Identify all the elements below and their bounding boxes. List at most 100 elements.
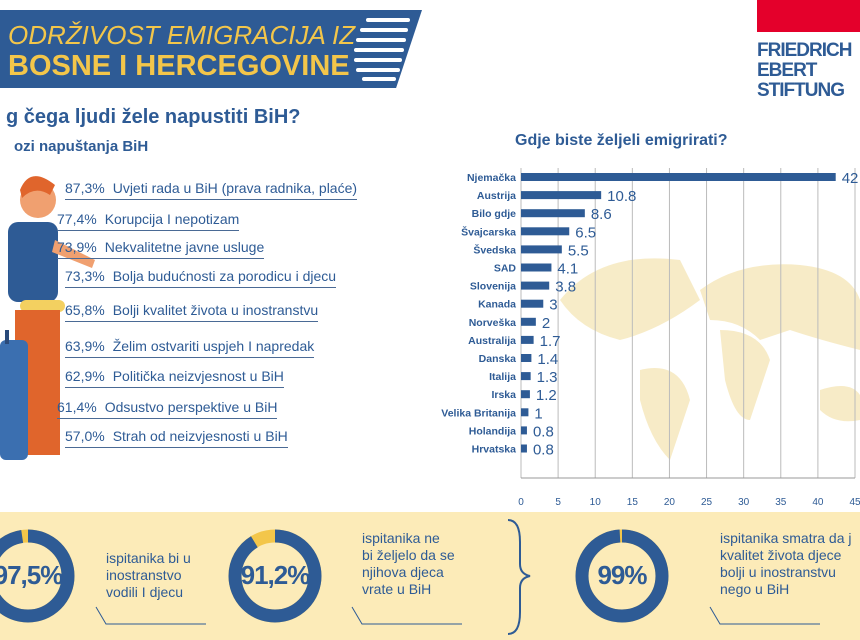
value-label: 8.6 — [591, 206, 612, 223]
stat-description-line: ispitanika bi u — [106, 550, 191, 566]
category-label: Slovenija — [470, 281, 516, 293]
bar — [521, 245, 562, 254]
reason-item: 77,4% Korupcija I nepotizam — [57, 211, 240, 231]
category-label: Kanada — [478, 299, 516, 311]
x-tick-label: 20 — [664, 497, 676, 508]
bar — [521, 317, 536, 326]
brace — [507, 519, 531, 635]
stat-description-line: kvalitet života djece — [720, 547, 842, 563]
x-tick-label: 15 — [627, 497, 639, 508]
reason-pct: 87,3% — [65, 180, 105, 196]
reason-text: Bolji kvalitet života u inostranstvu — [112, 302, 319, 318]
bar — [521, 191, 602, 200]
bar — [521, 209, 585, 218]
logo-line-2: EBERT — [757, 60, 817, 81]
chart-title: Gdje biste željeli emigrirati? — [515, 132, 728, 149]
traveler-illustration — [0, 176, 95, 460]
value-label: 1.7 — [540, 333, 561, 350]
category-label: Australija — [468, 335, 516, 347]
title-banner — [0, 10, 422, 88]
stat-description-line: nego u BiH — [720, 581, 790, 597]
value-label: 6.5 — [575, 224, 596, 241]
category-label: Irska — [491, 389, 516, 401]
reason-text: Politička neizvjesnost u BiH — [112, 368, 284, 384]
reason-pct: 73,9% — [57, 239, 97, 255]
reason-item: 73,3% Bolja budućnosti za porodicu i djec… — [65, 268, 337, 288]
value-label: 10.8 — [607, 188, 636, 205]
title-line-1: ODRŽIVOST EMIGRACIJA IZ — [8, 20, 356, 50]
category-label: Velika Britanija — [441, 407, 516, 419]
bar — [521, 299, 544, 308]
reason-pct: 57,0% — [65, 428, 105, 444]
reason-text: Nekvalitetne javne usluge — [104, 239, 265, 255]
stat-description-line: bi željelo da se — [362, 547, 455, 563]
reason-item: 63,9% Želim ostvariti uspjeh I napredak — [65, 338, 315, 358]
category-label: Danska — [479, 353, 517, 365]
x-tick-label: 0 — [518, 497, 524, 508]
category-label: Bilo gdje — [472, 208, 516, 220]
donut-value-arc — [0, 529, 75, 623]
reason-item: 87,3% Uvjeti rada u BiH (prava radnika, p… — [65, 180, 358, 200]
bar — [521, 263, 552, 272]
logo-red-band — [757, 0, 860, 32]
value-label: 42 — [842, 170, 859, 187]
bar — [521, 173, 836, 181]
bar — [521, 408, 529, 417]
x-tick-label: 10 — [590, 497, 602, 508]
reason-pct: 63,9% — [65, 338, 105, 354]
x-tick-label: 45 — [849, 497, 860, 508]
stat-description-line: ispitanika smatra da j — [720, 530, 852, 546]
value-label: 1.3 — [537, 369, 558, 386]
x-tick-label: 35 — [775, 497, 787, 508]
value-label: 3 — [549, 297, 557, 314]
logo-line-3: STIFTUNG — [757, 80, 845, 101]
stripes-icon — [352, 16, 412, 82]
stat-description-line: vrate u BiH — [362, 581, 432, 597]
value-label: 1.4 — [537, 351, 558, 368]
value-label: 2 — [542, 315, 550, 332]
value-label: 0.8 — [533, 423, 554, 440]
reason-text: Korupcija I nepotizam — [104, 211, 240, 227]
bar — [521, 372, 531, 381]
category-label: Švajcarska — [461, 225, 516, 238]
category-label: Norveška — [469, 317, 516, 329]
reason-item: 62,9% Politička neizvjesnost u BiH — [65, 368, 284, 388]
bar — [521, 390, 530, 399]
callout-line — [351, 606, 462, 625]
x-tick-label: 40 — [812, 497, 824, 508]
reason-item: 73,9% Nekvalitetne javne usluge — [57, 239, 265, 259]
donut-value: 99% — [597, 560, 647, 590]
x-tick-label: 30 — [738, 497, 750, 508]
left-question: g čega ljudi žele napustiti BiH? — [6, 106, 301, 128]
bar — [521, 444, 527, 453]
reason-pct: 61,4% — [57, 399, 97, 415]
bar — [521, 281, 550, 290]
reason-item: 65,8% Bolji kvalitet života u inostranstv… — [65, 302, 319, 322]
donut-value: 97,5% — [0, 560, 63, 590]
world-map-background — [560, 258, 860, 460]
reason-text: Strah od neizvjesnosti u BiH — [112, 428, 288, 444]
stat-description-line: ispitanika ne — [362, 530, 440, 546]
category-label: Holandija — [469, 425, 516, 437]
category-label: Austrija — [477, 190, 516, 202]
reason-pct: 65,8% — [65, 302, 105, 318]
donut-value: 91,2% — [240, 560, 311, 590]
value-label: 0.8 — [533, 442, 554, 459]
reason-pct: 73,3% — [65, 268, 105, 284]
value-label: 3.8 — [555, 279, 576, 296]
bar — [521, 354, 532, 362]
callout-line — [95, 606, 206, 625]
reason-pct: 77,4% — [57, 211, 97, 227]
stat-description-line: vodili I djecu — [106, 584, 184, 600]
reason-item: 61,4% Odsustvo perspektive u BiH — [57, 399, 278, 419]
bar — [521, 227, 570, 236]
reason-item: 57,0% Strah od neizvjesnosti u BiH — [65, 428, 288, 448]
reason-pct: 62,9% — [65, 368, 105, 384]
donut-value-arc — [228, 529, 322, 623]
donut-value-arc — [575, 529, 669, 623]
bar — [521, 426, 527, 435]
reason-text: Uvjeti rada u BiH (prava radnika, plaće) — [112, 180, 358, 196]
category-label: Švedska — [473, 243, 516, 256]
category-label: Hrvatska — [472, 444, 517, 456]
bar — [521, 335, 534, 344]
